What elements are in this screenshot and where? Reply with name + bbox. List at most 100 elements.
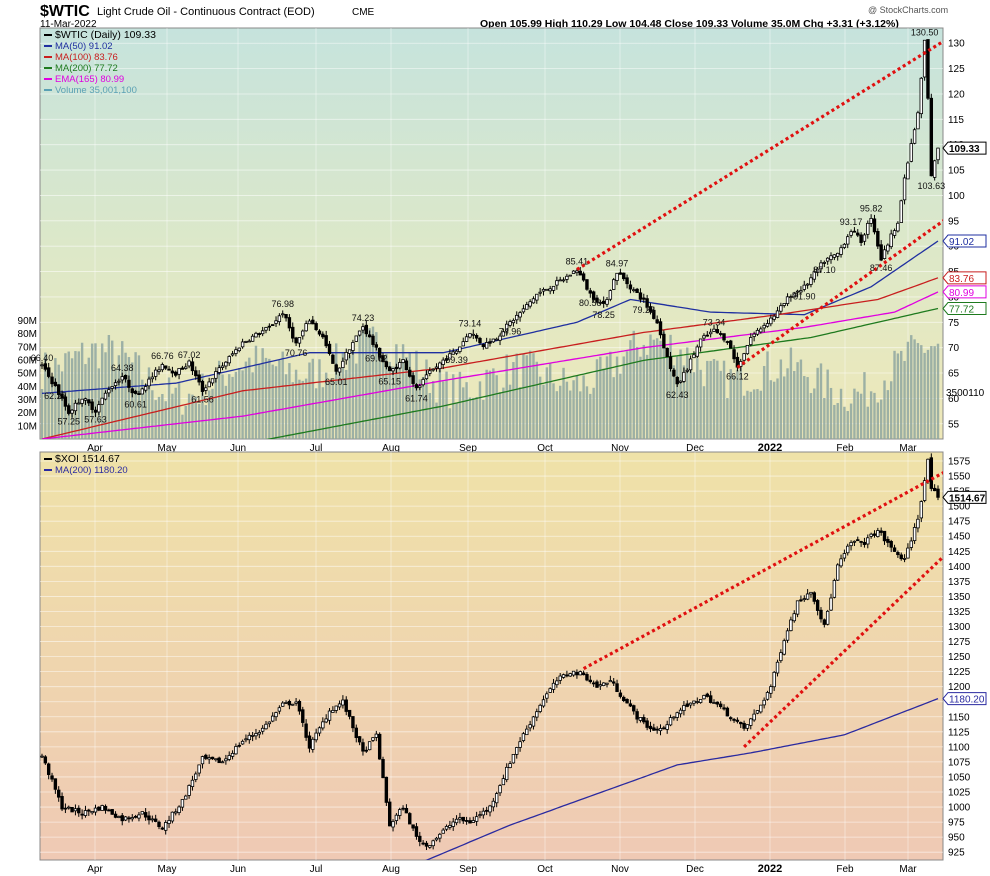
- candle-body: [722, 333, 726, 341]
- candle-body: [829, 255, 833, 261]
- candle-body: [474, 816, 479, 822]
- volume-bar: [826, 369, 829, 439]
- candle-body: [531, 298, 536, 304]
- x-tick-label: Sep: [459, 864, 477, 875]
- volume-bar: [405, 356, 408, 439]
- candle-body: [103, 392, 108, 400]
- candle-body: [565, 674, 569, 677]
- candle-body: [799, 290, 803, 293]
- candle-body: [97, 404, 101, 413]
- candle-body: [795, 290, 800, 293]
- candle-body: [264, 723, 268, 730]
- candle-body: [805, 593, 810, 600]
- volume-bar: [769, 380, 773, 439]
- candle-body: [458, 346, 462, 352]
- candle-body: [655, 728, 659, 731]
- candle-body: [628, 284, 633, 290]
- candle-body: [244, 341, 248, 343]
- volume-bar: [341, 353, 345, 439]
- volume-bar: [288, 363, 291, 439]
- candle-body: [685, 369, 689, 372]
- volume-bar: [512, 362, 515, 439]
- candle-body: [886, 538, 890, 543]
- volume-bar: [74, 351, 77, 439]
- legend-entry: $WTIC (Daily) 109.33: [55, 29, 156, 41]
- volume-bar: [552, 383, 555, 439]
- volume-bar: [485, 369, 488, 439]
- volume-bar: [786, 368, 789, 439]
- candle-body: [160, 364, 165, 371]
- volume-bar: [415, 350, 418, 439]
- candle-body: [528, 301, 532, 307]
- y-tick-label: 55: [948, 419, 960, 430]
- price-annotation: 61.56: [191, 394, 214, 404]
- candle-body: [46, 763, 51, 775]
- candle-body: [648, 725, 653, 730]
- volume-bar: [869, 391, 873, 439]
- candle-body: [876, 231, 880, 247]
- volume-bar: [873, 392, 876, 439]
- candle-body: [50, 376, 54, 385]
- candle-body: [692, 700, 696, 704]
- candle-body: [224, 361, 228, 367]
- volume-bar: [602, 368, 605, 439]
- candle-body: [926, 39, 930, 99]
- price-annotation: 57.25: [57, 416, 80, 426]
- volume-bar: [60, 371, 64, 439]
- volume-bar: [555, 391, 559, 439]
- candle-body: [501, 331, 506, 337]
- candle-body: [859, 541, 863, 543]
- candle-body: [237, 347, 241, 352]
- candle-body: [93, 409, 98, 413]
- volume-bar: [846, 411, 849, 439]
- candle-body: [916, 518, 920, 529]
- candle-body: [792, 292, 796, 298]
- candle-body: [568, 274, 572, 277]
- volume-bar: [498, 392, 502, 439]
- candle-body: [180, 367, 185, 370]
- candle-body: [448, 353, 452, 360]
- candle-body: [267, 325, 272, 328]
- candle-body: [812, 592, 816, 602]
- y-tick-label: 1425: [948, 547, 971, 558]
- candle-body: [538, 291, 542, 294]
- candle-body: [153, 369, 158, 377]
- candle-body: [194, 370, 198, 377]
- candle-body: [334, 364, 338, 372]
- candle-body: [254, 733, 258, 737]
- legend-entry: $XOI 1514.67: [55, 453, 120, 465]
- candle-body: [561, 279, 566, 282]
- candle-body: [391, 821, 395, 828]
- price-annotation: 67.02: [178, 350, 201, 360]
- candle-body: [525, 728, 529, 736]
- volume-bar: [261, 348, 264, 439]
- volume-bar: [910, 335, 913, 439]
- candle-body: [595, 297, 599, 303]
- candle-body: [638, 717, 643, 721]
- candle-body: [184, 795, 188, 800]
- candle-body: [739, 721, 743, 725]
- candle-body: [401, 807, 405, 810]
- candle-body: [204, 387, 208, 391]
- volume-bar: [866, 406, 869, 439]
- candle-body: [431, 368, 435, 371]
- candle-body: [474, 334, 479, 339]
- candle-body: [702, 335, 706, 339]
- volume-bar: [883, 380, 886, 439]
- candle-body: [688, 358, 693, 371]
- volume-bar: [164, 401, 167, 439]
- volume-bar: [77, 351, 80, 439]
- candle-body: [67, 806, 71, 809]
- candle-body: [444, 826, 449, 830]
- candle-body: [63, 396, 68, 407]
- candle-body: [762, 324, 766, 329]
- volume-bar: [532, 353, 535, 439]
- candle-body: [314, 323, 318, 330]
- candle-body: [388, 366, 392, 372]
- volume-bar: [221, 374, 224, 439]
- volume-bar: [482, 399, 485, 439]
- candle-body: [571, 270, 576, 274]
- y-tick-label: 1000: [948, 803, 971, 814]
- candle-body: [267, 721, 272, 725]
- volume-bar: [157, 396, 161, 439]
